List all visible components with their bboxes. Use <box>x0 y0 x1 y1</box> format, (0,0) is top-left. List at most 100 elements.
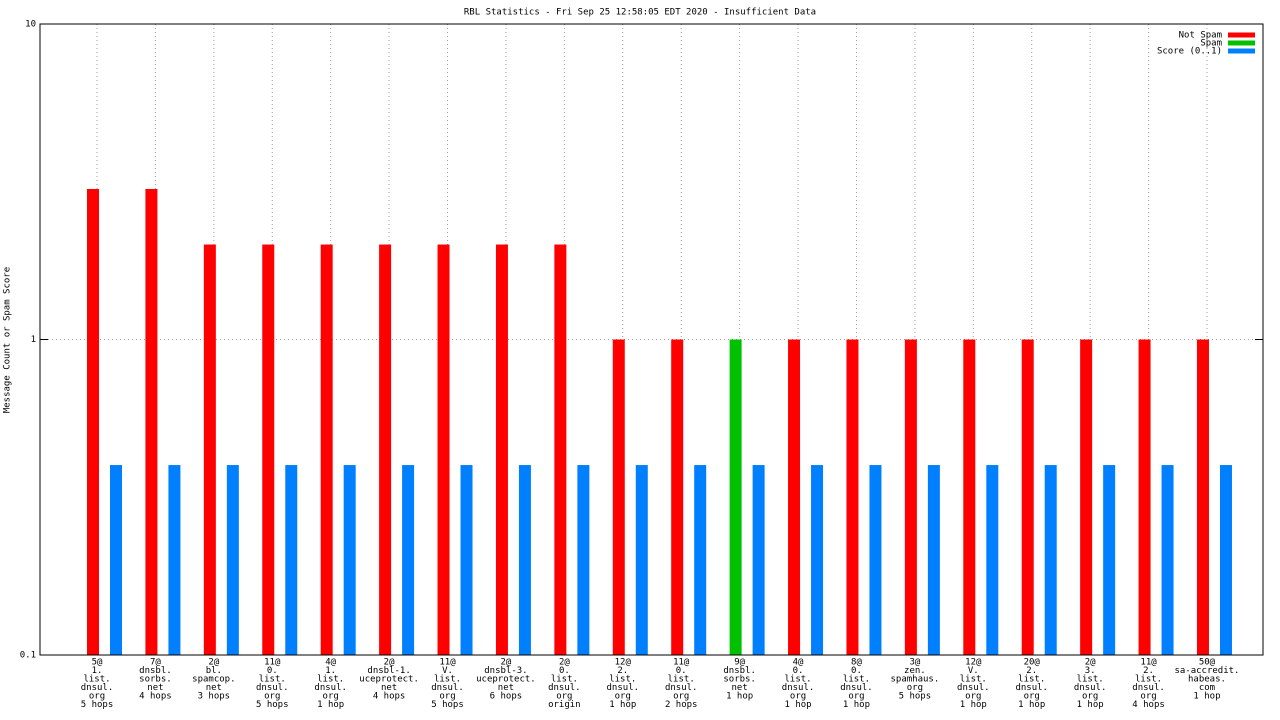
x-tick-label: 2@ <box>559 658 570 668</box>
x-tick-label: dnsul. <box>1074 683 1107 693</box>
x-tick-label: dnsul. <box>1015 683 1048 693</box>
x-tick-label: 4 hops <box>373 692 406 702</box>
x-tick-label: org <box>323 692 339 702</box>
x-tick-label: org <box>89 692 105 702</box>
bar <box>460 465 473 655</box>
x-tick-label: uceprotect. <box>476 675 536 685</box>
x-tick-label: list. <box>960 675 987 685</box>
bar <box>1138 339 1151 655</box>
x-tick-label: 4 hops <box>139 692 172 702</box>
x-tick-label: 3. <box>1085 666 1096 676</box>
x-tick-label: org <box>1140 692 1156 702</box>
x-tick-label: 9@ <box>734 658 745 668</box>
x-tick-label: 12@ <box>965 658 982 668</box>
x-tick-label: 1 hop <box>609 700 636 710</box>
x-tick-label: com <box>1199 683 1215 693</box>
x-tick-label: list. <box>1135 675 1162 685</box>
x-tick-label: spamcop. <box>192 675 235 685</box>
legend-swatch <box>1228 32 1255 38</box>
x-tick-label: 2@ <box>208 658 219 668</box>
x-tick-label: 4 hops <box>1132 700 1165 710</box>
x-tick-label: list. <box>434 675 461 685</box>
bar <box>846 339 859 655</box>
x-tick-label: 20@ <box>1024 658 1041 668</box>
bar <box>145 188 158 655</box>
x-tick-label: dnsbl-1. <box>367 666 410 676</box>
bar <box>694 465 707 655</box>
x-tick-label: dnsul. <box>314 683 347 693</box>
x-tick-label: 2@ <box>501 658 512 668</box>
y-tick-label: 0.1 <box>20 651 36 661</box>
bar <box>788 339 801 655</box>
x-tick-label: 11@ <box>673 658 690 668</box>
bar <box>1103 465 1116 655</box>
y-tick-label: 10 <box>25 20 36 30</box>
x-tick-label: dnsul. <box>607 683 640 693</box>
bar <box>869 465 882 655</box>
bar <box>752 465 765 655</box>
x-tick-label: 1 hop <box>726 692 753 702</box>
x-tick-label: sorbs. <box>139 675 172 685</box>
bar <box>1161 465 1174 655</box>
x-tick-label: org <box>965 692 981 702</box>
plot-frame <box>39 23 1264 656</box>
x-tick-label: list. <box>551 675 578 685</box>
bar <box>495 244 508 656</box>
x-tick-label: 1 hop <box>784 700 811 710</box>
x-tick-label: list. <box>1077 675 1104 685</box>
bar <box>811 465 824 655</box>
bar <box>635 465 648 655</box>
x-tick-label: V. <box>442 666 453 676</box>
x-tick-label: zen. <box>904 666 926 676</box>
x-tick-label: net <box>381 683 397 693</box>
x-tick-label: 11@ <box>439 658 456 668</box>
x-tick-label: dnsul. <box>840 683 873 693</box>
bar <box>1021 339 1034 655</box>
x-tick-label: net <box>206 683 222 693</box>
x-tick-label: habeas. <box>1188 675 1226 685</box>
x-tick-label: 11@ <box>1140 658 1157 668</box>
x-tick-label: dnsbl. <box>139 666 172 676</box>
x-tick-label: 1 hop <box>843 700 870 710</box>
x-tick-label: 6 hops <box>490 692 523 702</box>
x-tick-label: 2@ <box>384 658 395 668</box>
bar <box>437 244 450 656</box>
x-tick-label: 0. <box>793 666 804 676</box>
bar <box>402 465 415 655</box>
x-tick-label: 3@ <box>909 658 920 668</box>
x-tick-label: 5@ <box>92 658 103 668</box>
x-tick-label: 50@ <box>1199 658 1216 668</box>
bar <box>320 244 333 656</box>
x-tick-label: net <box>498 683 514 693</box>
x-tick-label: 0. <box>851 666 862 676</box>
x-tick-label: org <box>615 692 631 702</box>
x-tick-label: dnsul. <box>431 683 464 693</box>
bar <box>986 465 999 655</box>
x-tick-label: org <box>556 692 572 702</box>
x-tick-label: net <box>731 683 747 693</box>
x-tick-label: 2 hops <box>665 700 698 710</box>
bar <box>612 339 625 655</box>
y-tick-label: 1 <box>31 335 36 345</box>
x-tick-label: 2. <box>1026 666 1037 676</box>
bar <box>904 339 917 655</box>
x-tick-label: 4@ <box>325 658 336 668</box>
x-tick-label: 1 hop <box>1077 700 1104 710</box>
legend-swatch <box>1228 40 1255 46</box>
x-tick-label: net <box>147 683 163 693</box>
bar <box>168 465 181 655</box>
x-tick-label: sa-accredit. <box>1174 666 1239 676</box>
bar <box>226 465 239 655</box>
x-tick-label: list. <box>317 675 344 685</box>
x-tick-label: dnsul. <box>782 683 815 693</box>
x-tick-label: 2. <box>617 666 628 676</box>
x-tick-label: 1 hop <box>1193 692 1220 702</box>
x-tick-label: 3 hops <box>198 692 231 702</box>
x-tick-label: org <box>673 692 689 702</box>
x-tick-label: uceprotect. <box>359 675 419 685</box>
x-tick-label: dnsul. <box>957 683 990 693</box>
x-tick-label: dnsul. <box>665 683 698 693</box>
x-tick-label: org <box>264 692 280 702</box>
x-tick-label: org <box>848 692 864 702</box>
